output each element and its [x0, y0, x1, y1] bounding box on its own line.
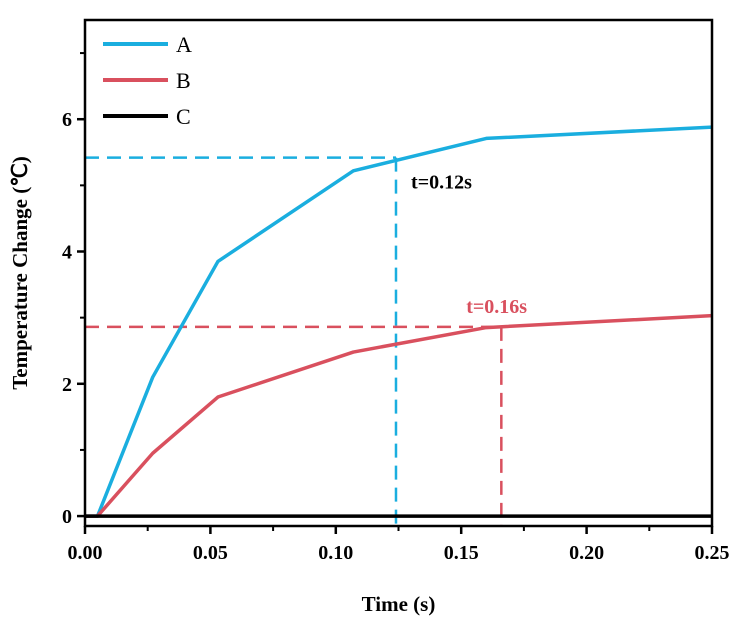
x-tick-label: 0.10	[318, 542, 353, 564]
x-tick-label: 0.20	[569, 542, 604, 564]
annotations: t=0.12s t=0.16s	[411, 172, 527, 318]
annotation-guide-lines	[85, 156, 503, 526]
x-axis-label: Time (s)	[362, 592, 436, 616]
x-tick-label: 0.05	[193, 542, 228, 564]
annotation-label: t=0.16s	[466, 296, 527, 318]
y-tick-label: 2	[62, 374, 72, 396]
series-line-B	[85, 313, 713, 518]
y-axis-label: Temperature Change (℃)	[8, 156, 32, 390]
y-tick-label: 6	[62, 109, 72, 131]
series-lines	[85, 125, 713, 518]
legend-label: C	[176, 104, 191, 129]
legend-label: A	[176, 32, 192, 57]
plot-frame	[83, 18, 714, 528]
x-tick-label: 0.15	[444, 542, 479, 564]
y-axis: 0 2 4 6	[62, 52, 85, 528]
y-tick-label: 4	[62, 242, 72, 264]
x-tick-label: 0.25	[695, 542, 730, 564]
y-tick-label: 0	[62, 506, 72, 528]
legend: ABC	[103, 32, 192, 129]
x-axis: 0.00 0.05 0.10 0.15 0.20 0.25	[68, 526, 730, 564]
x-tick-label: 0.00	[68, 542, 103, 564]
legend-label: B	[176, 68, 191, 93]
annotation-label: t=0.12s	[411, 172, 472, 194]
